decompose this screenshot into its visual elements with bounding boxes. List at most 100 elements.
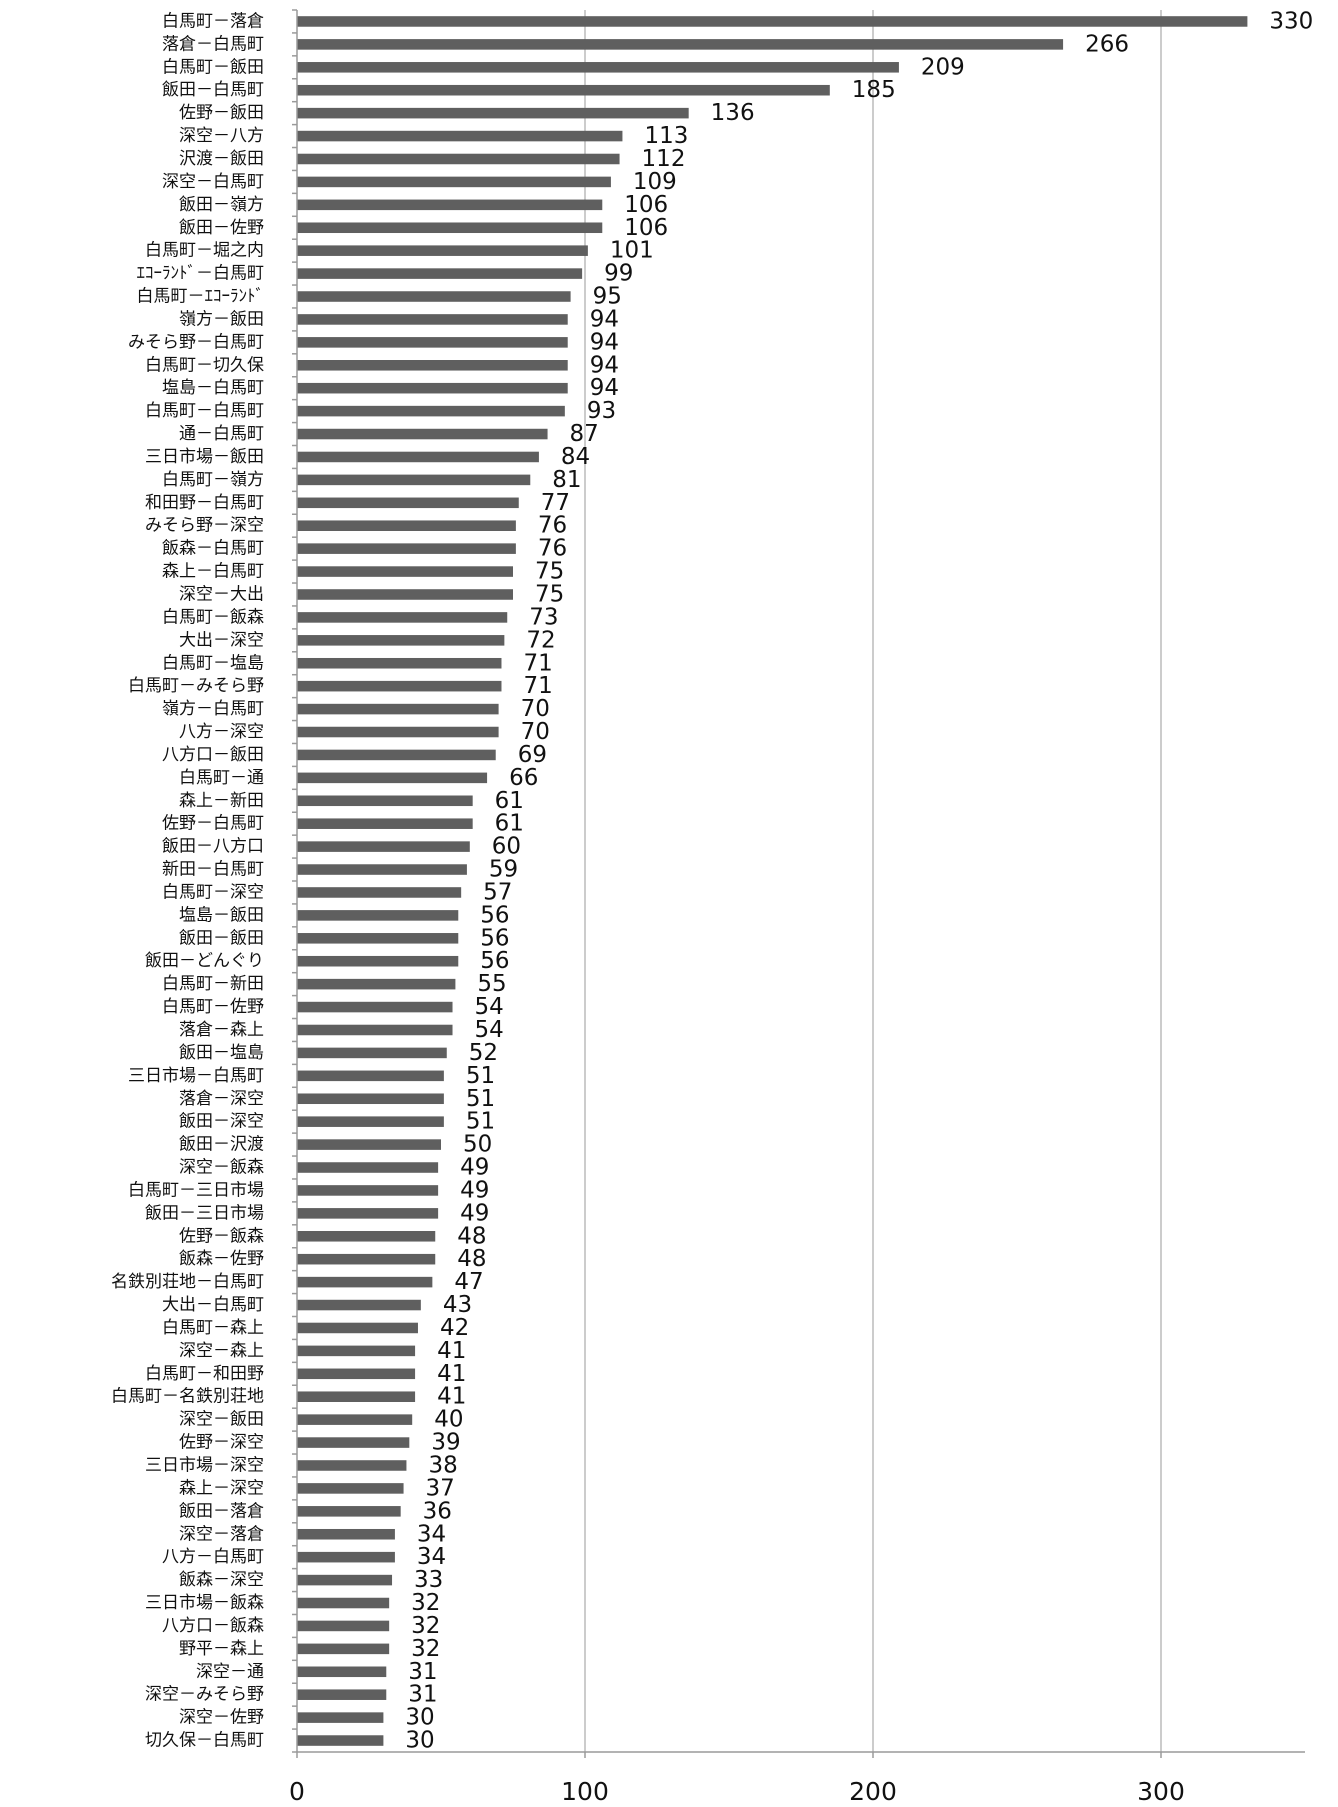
bar [297,1689,387,1700]
bar [297,222,603,234]
category-label: 大出－白馬町 [162,1295,264,1315]
category-label: 三日市場－白馬町 [128,1066,264,1086]
data-label: 185 [852,77,896,103]
category-label: 深空－飯田 [179,1410,264,1430]
category-label: 嶺方－白馬町 [162,699,264,719]
bar [297,62,899,73]
bar [297,1414,413,1425]
bar [297,291,571,302]
bar [297,635,505,646]
bar [297,520,516,531]
bar [297,1253,436,1265]
data-label: 39 [431,1430,460,1456]
bar [297,382,568,394]
category-label: 白馬町－塩島 [162,653,264,673]
bar [297,1231,436,1242]
bar [297,703,499,715]
bar [297,1345,416,1357]
bar [297,1460,407,1471]
category-label: 深空－通 [196,1662,264,1682]
category-label: 白馬町－新田 [162,974,264,994]
category-label: 白馬町－嶺方 [162,470,264,490]
x-tick-label: 200 [849,1777,897,1806]
category-label: 通－白馬町 [179,424,264,444]
bar [297,199,603,211]
category-label: 沢渡－飯田 [179,149,264,169]
category-label: 飯田－白馬町 [162,80,264,100]
bar [297,1735,384,1746]
bar [297,245,588,256]
data-label: 37 [426,1475,455,1501]
category-label: 飯田－八方口 [162,837,264,857]
bar [297,910,459,921]
category-label: 和田野－白馬町 [145,493,264,513]
data-label: 34 [417,1544,446,1570]
category-label: 白馬町－三日市場 [128,1180,264,1200]
category-label: 八方口－飯森 [162,1616,264,1636]
category-label: 飯森－佐野 [179,1249,264,1269]
category-label: 飯田－嶺方 [179,195,264,215]
data-label: 95 [593,284,622,310]
category-label: 深空－大出 [179,584,264,604]
data-label: 99 [604,261,633,287]
data-label: 71 [523,673,552,699]
data-label: 81 [552,467,581,493]
bar [297,337,568,348]
data-label: 54 [475,1017,504,1043]
category-label: 白馬町－通 [179,768,264,788]
category-label: 白馬町－白馬町 [145,401,264,421]
category-label: 森上－新田 [179,791,264,811]
data-label: 30 [405,1705,434,1731]
data-label: 66 [509,765,538,791]
category-label: 飯田－深空 [179,1112,264,1132]
category-label: 佐野－飯森 [179,1226,264,1246]
gridlines [584,10,1162,1752]
data-label: 42 [440,1315,469,1341]
data-label: 47 [454,1269,483,1295]
x-tick-label: 0 [289,1777,305,1806]
category-label: 塩島－白馬町 [162,378,264,398]
data-label: 49 [460,1200,489,1226]
x-tick-labels: 0 100 200 300 [289,1777,1185,1806]
category-label: 八方－白馬町 [162,1547,264,1567]
data-label: 40 [434,1407,463,1433]
bar [297,153,620,165]
bar [297,1162,439,1173]
bar [297,1597,390,1609]
data-label: 48 [457,1246,486,1272]
category-label: 飯森－深空 [179,1570,264,1590]
category-label: 塩島－飯田 [179,905,264,925]
data-label: 30 [405,1728,434,1754]
data-label: 112 [642,146,686,172]
bar [297,955,459,967]
data-label: 75 [535,581,564,607]
bar [297,1299,421,1311]
category-label: 森上－白馬町 [162,562,264,582]
data-label: 76 [538,536,567,562]
data-label: 61 [495,811,524,837]
category-label: 飯田－どんぐり [145,951,264,971]
data-label: 32 [411,1636,440,1662]
category-label: 白馬町－堀之内 [145,241,264,261]
data-label: 109 [633,169,677,195]
bar [297,841,470,852]
category-label: 深空－森上 [179,1341,264,1361]
category-label: 三日市場－深空 [145,1455,264,1475]
category-label: 大出－深空 [179,630,264,650]
bar [297,566,513,577]
category-label: 飯田－塩島 [179,1043,264,1063]
data-label: 32 [411,1590,440,1616]
bar [297,1391,416,1402]
data-label: 55 [477,971,506,997]
category-label: 深空－飯森 [179,1158,264,1178]
category-label: 切久保－白馬町 [145,1731,264,1751]
data-label: 31 [408,1659,437,1685]
bar [297,1322,418,1334]
category-label: 白馬町－飯森 [162,607,264,627]
bar [297,474,531,486]
category-label: 深空－白馬町 [162,172,264,192]
bar [297,1666,387,1678]
bar [297,1001,453,1013]
bar [297,1437,410,1448]
data-label: 72 [526,627,555,653]
